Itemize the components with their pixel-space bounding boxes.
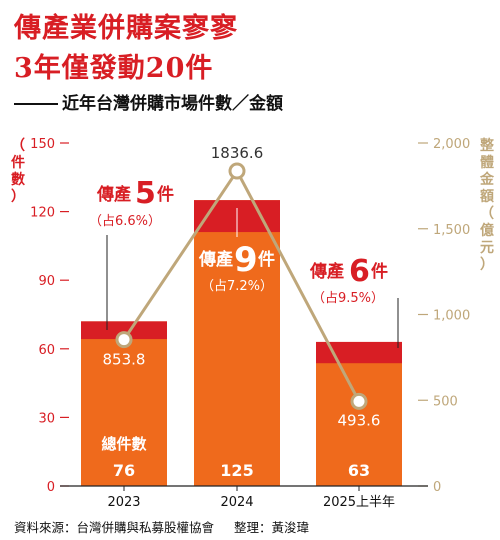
- bar-total: [316, 341, 402, 486]
- source-note: 資料來源：台灣併購與私募股權協會 整理：黃浚瑋: [14, 517, 325, 536]
- amount-point: [228, 162, 246, 180]
- total-count-label: 76: [113, 461, 135, 480]
- total-count-series-label: 總件數: [101, 435, 146, 453]
- editor-text: 整理：黃浚瑋: [234, 520, 310, 535]
- total-count-label: 125: [220, 461, 253, 480]
- x-tick-label: 2025上半年: [323, 495, 395, 510]
- total-count-label: 63: [348, 461, 370, 480]
- annotation-count: 9: [234, 240, 258, 280]
- annotation-share: （占6.6%）: [89, 214, 161, 229]
- amount-point: [115, 331, 133, 349]
- annotation-count: 6: [349, 254, 370, 289]
- right-tick-label: 0: [433, 480, 441, 495]
- annotation-unit: 件: [258, 249, 275, 270]
- subtitle-dash: [14, 103, 58, 105]
- annotation-label: 傳產: [96, 184, 131, 205]
- right-axis-label-char: 體: [480, 154, 494, 171]
- left-tick-label: 90: [38, 274, 55, 289]
- bar-traditional-segment: [81, 321, 167, 340]
- left-tick-label: 120: [30, 206, 55, 221]
- left-axis-label-char: （: [11, 138, 25, 154]
- left-tick-label: 0: [47, 480, 55, 495]
- chart-title-line2: 3年僅發動20件: [14, 53, 214, 84]
- amount-value-label: 853.8: [103, 351, 146, 369]
- left-axis-label-char: 數: [11, 171, 25, 188]
- annotation-unit: 件: [157, 184, 174, 205]
- right-axis-label-char: 額: [479, 188, 494, 205]
- subtitle-text: 近年台灣併購市場件數／金額: [62, 94, 283, 114]
- bar-total: [81, 321, 167, 486]
- source-text: 資料來源：台灣併購與私募股權協會: [14, 520, 215, 535]
- x-tick-label: 2023: [107, 495, 140, 510]
- chart-subtitle: 近年台灣併購市場件數／金額: [14, 89, 283, 114]
- annotation-label: 傳產: [309, 261, 344, 282]
- left-tick-label: 30: [38, 411, 55, 426]
- annotation-share: （占7.2%）: [201, 279, 273, 294]
- right-axis-label-char: 億: [480, 222, 494, 239]
- chart-title-line1: 傳產業併購案寥寥: [14, 13, 238, 44]
- right-tick-label: 1,000: [433, 309, 470, 324]
- right-axis-label-char: 整: [479, 137, 495, 154]
- amount-value-label: 1836.6: [211, 144, 264, 162]
- right-axis-label-char: （: [480, 206, 494, 222]
- bar-total: [194, 200, 280, 486]
- left-axis-label-char: ）: [11, 189, 25, 205]
- right-axis-label-char: 元: [480, 240, 494, 256]
- annotation-count: 5: [135, 176, 156, 211]
- annotation-unit: 件: [371, 261, 388, 282]
- right-tick-label: 2,000: [433, 137, 470, 152]
- right-axis-label-char: ）: [480, 257, 494, 273]
- amount-point: [350, 392, 368, 410]
- left-tick-label: 60: [38, 343, 55, 358]
- annotation-share: （占9.5%）: [312, 291, 384, 306]
- x-tick-label: 2024: [220, 495, 253, 510]
- amount-value-label: 493.6: [338, 411, 381, 429]
- right-axis-label-char: 金: [479, 171, 495, 188]
- right-tick-label: 500: [433, 394, 458, 409]
- right-tick-label: 1,500: [433, 223, 470, 238]
- annotation-label: 傳產: [198, 249, 233, 270]
- left-tick-label: 150: [30, 137, 55, 152]
- left-axis-label-char: 件: [11, 154, 25, 171]
